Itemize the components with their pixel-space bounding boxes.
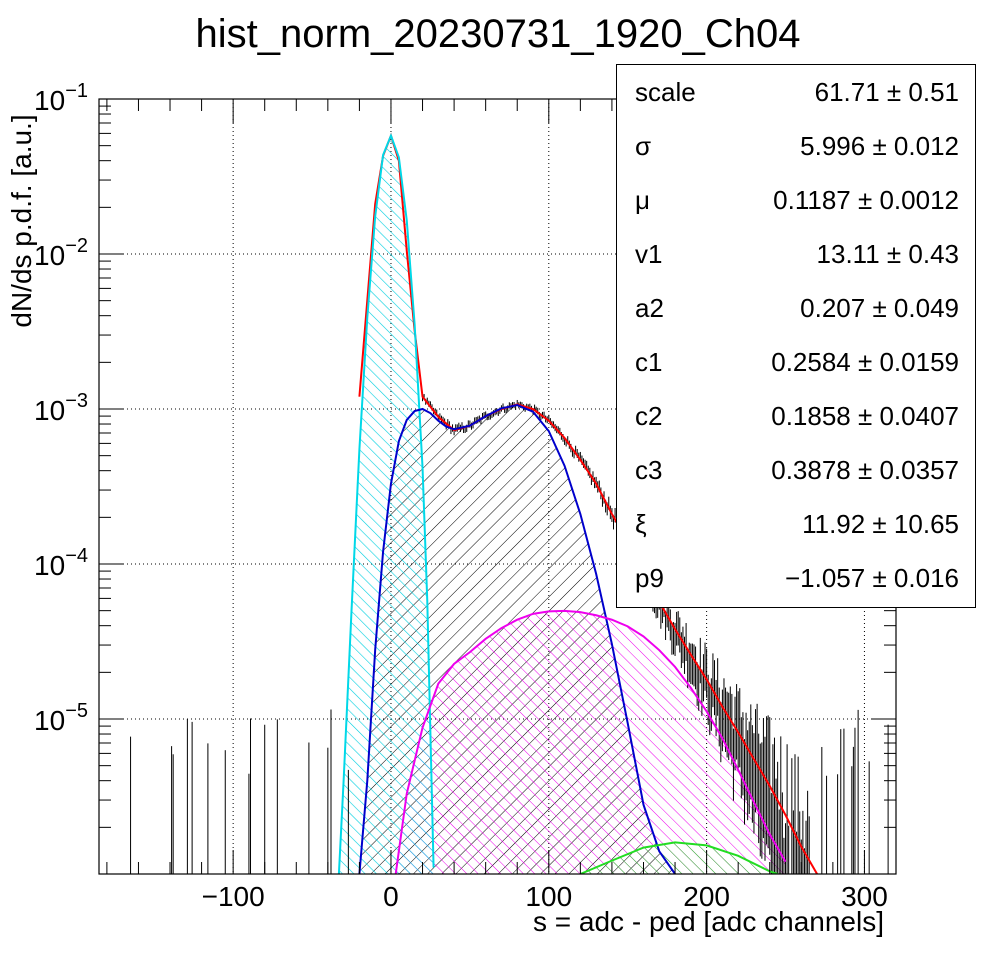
stat-name: c2 [635, 401, 663, 431]
signal-curve [358, 404, 676, 874]
x-axis-label: s = adc - ped [adc channels] [533, 906, 884, 937]
stat-name: c3 [635, 455, 663, 485]
stat-name: c1 [635, 347, 663, 377]
x-tick-label: 300 [841, 881, 888, 912]
chart-title: hist_norm_20230731_1920_Ch04 [195, 12, 801, 56]
series-lines [337, 132, 818, 874]
stat-value: −1.057 ± 0.016 [784, 563, 959, 593]
y-tick-label: 10−1 [34, 80, 88, 116]
stat-value: 0.2584 ± 0.0159 [771, 347, 959, 377]
stat-value: 5.996 ± 0.012 [800, 131, 959, 161]
stat-value: 11.92 ± 10.65 [802, 509, 959, 539]
stat-row-c1: c1 0.2584 ± 0.0159 [617, 335, 975, 389]
stat-row-c2: c2 0.1858 ± 0.0407 [617, 389, 975, 443]
x-tick-label: 200 [683, 881, 730, 912]
y-tick-label: 10−3 [34, 390, 88, 426]
pedestal-curve [337, 132, 435, 874]
multi-signal-curve [394, 609, 787, 874]
stat-row-p9: p9 −1.057 ± 0.016 [617, 551, 975, 605]
x-tick-label: 0 [383, 881, 399, 912]
stat-row-v1: v1 13.11 ± 0.43 [617, 227, 975, 281]
stat-name: a2 [635, 293, 664, 323]
y-tick-labels: 10−5 10−4 10−3 10−2 10−1 [34, 80, 88, 736]
stat-name: v1 [635, 239, 663, 269]
x-tick-label: −100 [202, 881, 265, 912]
fit-stats-box: scale 61.71 ± 0.51 σ 5.996 ± 0.012 μ 0.1187… [616, 64, 976, 608]
third-signal-curve [579, 841, 778, 874]
multi-signal-curve-fill [395, 610, 786, 874]
stat-name: scale [635, 77, 696, 107]
stat-row-a2: a2 0.207 ± 0.049 [617, 281, 975, 335]
stat-value: 0.1187 ± 0.0012 [773, 185, 959, 215]
third-signal-curve-fill [580, 842, 778, 874]
x-tick-label: 100 [525, 881, 572, 912]
y-tick-label: 10−4 [34, 545, 88, 581]
stat-value: 0.207 ± 0.049 [800, 293, 959, 323]
stat-name: σ [635, 131, 652, 161]
x-tick-labels: −100 0 100 200 300 [202, 881, 888, 912]
pedestal-curve-fill [338, 135, 434, 874]
stat-value: 0.3878 ± 0.0357 [771, 455, 959, 485]
stat-name: p9 [635, 563, 664, 593]
y-axis-label: dN/ds p.d.f. [a.u.] [6, 114, 37, 328]
stat-value: 61.71 ± 0.51 [814, 77, 959, 107]
stat-name: ξ [635, 509, 647, 539]
stat-row-mu: μ 0.1187 ± 0.0012 [617, 173, 975, 227]
stat-value: 13.11 ± 0.43 [816, 239, 959, 269]
y-tick-label: 10−5 [34, 700, 88, 736]
stat-row-sigma: σ 5.996 ± 0.012 [617, 119, 975, 173]
stat-name: μ [635, 185, 650, 215]
stat-value: 0.1858 ± 0.0407 [771, 401, 959, 431]
stat-row-c3: c3 0.3878 ± 0.0357 [617, 443, 975, 497]
stat-row-xi: ξ 11.92 ± 10.65 [617, 497, 975, 551]
y-tick-label: 10−2 [34, 235, 88, 271]
stat-row-scale: scale 61.71 ± 0.51 [617, 65, 975, 119]
total-fit-curve [358, 132, 818, 874]
series-fills [338, 135, 786, 874]
